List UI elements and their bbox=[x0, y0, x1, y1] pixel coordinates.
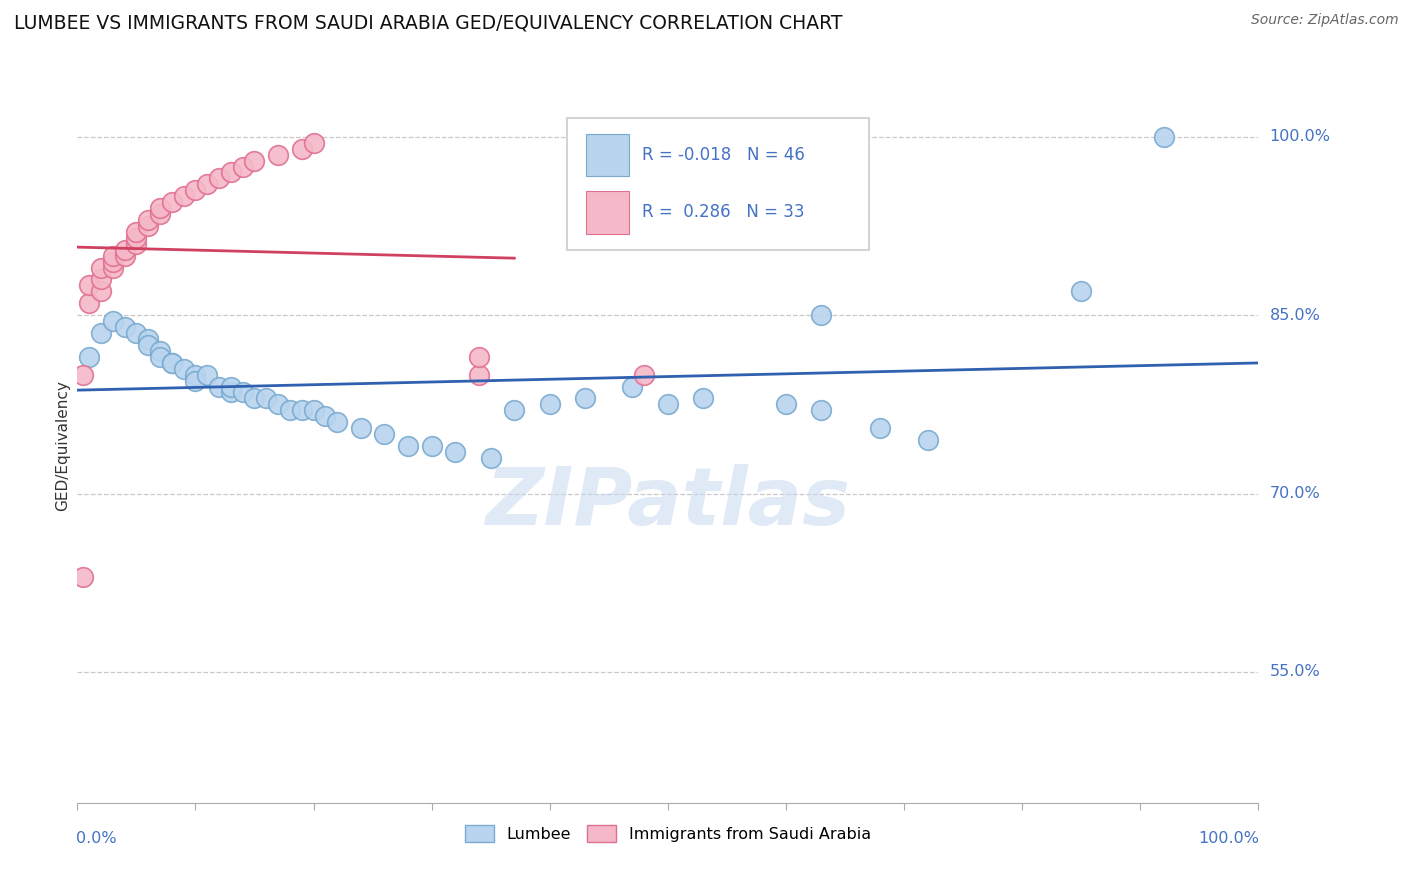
Point bbox=[302, 136, 325, 150]
Text: LUMBEE VS IMMIGRANTS FROM SAUDI ARABIA GED/EQUIVALENCY CORRELATION CHART: LUMBEE VS IMMIGRANTS FROM SAUDI ARABIA G… bbox=[14, 13, 842, 32]
Point bbox=[184, 368, 207, 382]
FancyBboxPatch shape bbox=[586, 134, 628, 177]
Point bbox=[373, 427, 395, 442]
Text: 85.0%: 85.0% bbox=[1270, 308, 1320, 323]
Point bbox=[72, 368, 94, 382]
Y-axis label: GED/Equivalency: GED/Equivalency bbox=[55, 381, 70, 511]
Point bbox=[101, 254, 124, 268]
Point bbox=[1070, 285, 1092, 299]
Point bbox=[444, 445, 467, 459]
Point bbox=[184, 374, 207, 388]
Point bbox=[243, 153, 266, 168]
Point bbox=[219, 379, 242, 393]
Point bbox=[278, 403, 301, 417]
Point bbox=[136, 338, 159, 352]
Point bbox=[692, 392, 714, 406]
Point bbox=[420, 439, 443, 453]
Point bbox=[350, 421, 373, 435]
Point bbox=[232, 385, 254, 400]
Point bbox=[160, 356, 183, 370]
Point bbox=[810, 308, 832, 322]
Point bbox=[396, 439, 419, 453]
Point bbox=[173, 361, 195, 376]
Point bbox=[267, 397, 290, 411]
Point bbox=[291, 142, 314, 156]
Point bbox=[90, 285, 112, 299]
Point bbox=[291, 403, 314, 417]
Point bbox=[90, 260, 112, 275]
Point bbox=[232, 160, 254, 174]
Point bbox=[77, 350, 100, 364]
Point bbox=[574, 392, 596, 406]
Point bbox=[869, 421, 891, 435]
Point bbox=[77, 296, 100, 310]
Point bbox=[114, 243, 136, 257]
FancyBboxPatch shape bbox=[568, 118, 869, 250]
Point bbox=[136, 219, 159, 233]
Text: 55.0%: 55.0% bbox=[1270, 665, 1320, 680]
Point bbox=[160, 356, 183, 370]
Point bbox=[125, 326, 148, 340]
Text: ZIPatlas: ZIPatlas bbox=[485, 464, 851, 542]
Point bbox=[1153, 129, 1175, 144]
Point bbox=[101, 314, 124, 328]
Point bbox=[136, 213, 159, 227]
Point bbox=[160, 195, 183, 210]
Point bbox=[243, 392, 266, 406]
Point bbox=[810, 403, 832, 417]
Point bbox=[149, 207, 172, 221]
Point bbox=[136, 332, 159, 346]
Point bbox=[125, 225, 148, 239]
Point bbox=[90, 272, 112, 286]
Point bbox=[173, 189, 195, 203]
Point bbox=[90, 326, 112, 340]
Point bbox=[657, 397, 679, 411]
Point bbox=[468, 368, 491, 382]
Point bbox=[917, 433, 939, 447]
Point bbox=[101, 260, 124, 275]
Point bbox=[208, 171, 231, 186]
Point bbox=[125, 236, 148, 251]
Text: 100.0%: 100.0% bbox=[1270, 129, 1330, 145]
Point bbox=[775, 397, 797, 411]
Legend: Lumbee, Immigrants from Saudi Arabia: Lumbee, Immigrants from Saudi Arabia bbox=[458, 819, 877, 848]
Point bbox=[538, 397, 561, 411]
Point bbox=[326, 415, 349, 429]
Point bbox=[149, 350, 172, 364]
Text: R =  0.286   N = 33: R = 0.286 N = 33 bbox=[643, 203, 804, 221]
Text: 70.0%: 70.0% bbox=[1270, 486, 1320, 501]
Point bbox=[468, 350, 491, 364]
Point bbox=[633, 368, 655, 382]
FancyBboxPatch shape bbox=[586, 191, 628, 234]
Point bbox=[77, 278, 100, 293]
Point bbox=[195, 178, 218, 192]
Point bbox=[72, 570, 94, 584]
Point bbox=[195, 368, 218, 382]
Point bbox=[503, 403, 526, 417]
Point bbox=[208, 379, 231, 393]
Point bbox=[254, 392, 277, 406]
Text: R = -0.018   N = 46: R = -0.018 N = 46 bbox=[643, 146, 804, 164]
Point bbox=[149, 343, 172, 358]
Point bbox=[621, 379, 644, 393]
Point bbox=[302, 403, 325, 417]
Point bbox=[101, 249, 124, 263]
Text: 100.0%: 100.0% bbox=[1198, 831, 1260, 847]
Point bbox=[114, 249, 136, 263]
Point bbox=[267, 147, 290, 161]
Point bbox=[314, 409, 336, 424]
Point bbox=[149, 201, 172, 215]
Point bbox=[184, 183, 207, 197]
Point bbox=[219, 165, 242, 179]
Point bbox=[125, 231, 148, 245]
Point bbox=[479, 450, 502, 465]
Text: Source: ZipAtlas.com: Source: ZipAtlas.com bbox=[1251, 13, 1399, 28]
Point bbox=[219, 385, 242, 400]
Text: 0.0%: 0.0% bbox=[76, 831, 117, 847]
Point bbox=[114, 320, 136, 334]
